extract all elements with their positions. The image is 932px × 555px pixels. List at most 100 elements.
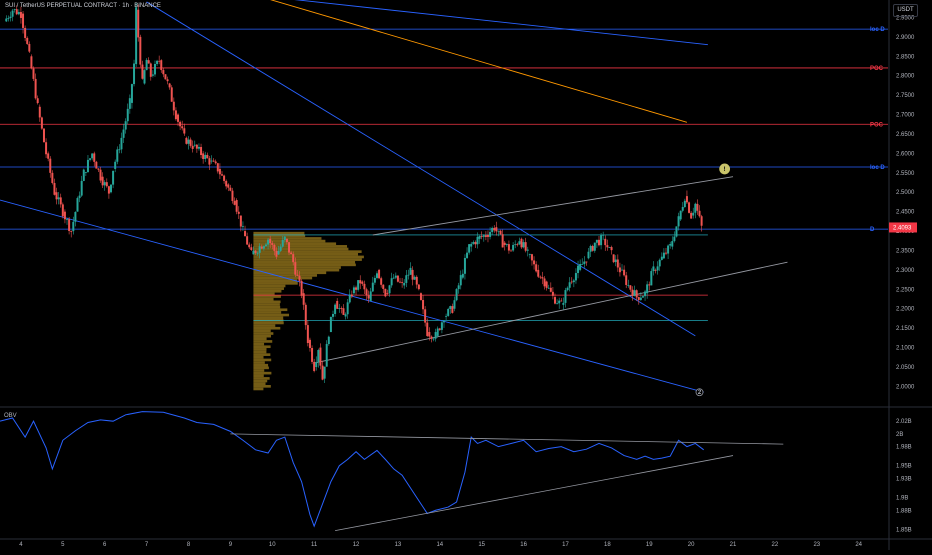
candle-body [99, 169, 102, 181]
volume-profile-bar [253, 297, 274, 301]
candle-body [271, 243, 274, 245]
current-price-tag [889, 222, 917, 233]
candle-body [593, 242, 596, 251]
candle-body [91, 153, 94, 159]
candle-body [147, 60, 150, 64]
price-tick-label: 2.0000 [896, 384, 915, 390]
candle-body [103, 182, 106, 186]
candle-body [317, 350, 320, 363]
candle-body [514, 244, 517, 246]
channel-lower [314, 261, 788, 364]
candle-body [530, 254, 533, 261]
candle-body [156, 60, 159, 65]
candle-body [581, 263, 584, 265]
candle-body [13, 9, 16, 10]
candle-body [426, 322, 429, 336]
candle-body [623, 269, 626, 276]
candle-body [459, 275, 462, 286]
candle-body [625, 275, 628, 285]
candle-body [61, 204, 64, 217]
candle-body [262, 246, 265, 249]
candle-body [388, 285, 391, 294]
candle-body [512, 244, 515, 251]
candle-body [277, 250, 280, 255]
currency-badge[interactable]: USDT [893, 4, 918, 17]
time-tick-label: 18 [604, 542, 611, 548]
candle-body [516, 244, 519, 246]
candle-body [290, 252, 293, 255]
candle-body [30, 56, 33, 69]
volume-profile-bar [253, 342, 265, 346]
obv-tick-label: 1.88B [896, 508, 912, 514]
candle-body [22, 13, 25, 28]
candle-body [447, 308, 450, 316]
candle-body [537, 269, 540, 277]
current-price-label: 2.4093 [893, 225, 912, 231]
candle-body [585, 261, 588, 263]
time-tick-label: 8 [187, 542, 191, 548]
candle-body [394, 275, 397, 278]
candle-body [604, 238, 607, 246]
candle-body [688, 202, 691, 213]
candle-body [627, 284, 630, 286]
volume-profile-bar [253, 255, 364, 259]
candle-body [564, 290, 567, 303]
candle-body [618, 267, 621, 273]
candle-body [218, 168, 221, 175]
candle-body [172, 101, 175, 111]
candle-body [281, 239, 284, 247]
volume-profile-bar [253, 371, 272, 375]
candle-body [334, 304, 337, 314]
candle-body [660, 256, 663, 260]
candle-body [572, 280, 575, 283]
candle-body [495, 227, 498, 232]
volume-profile-bar [253, 247, 349, 251]
candle-body [42, 128, 45, 143]
candle-body [401, 282, 404, 283]
time-tick-label: 14 [436, 542, 443, 548]
candle-body [66, 219, 69, 220]
candle-body [216, 163, 219, 172]
candle-body [482, 235, 485, 237]
candle-body [112, 170, 115, 185]
candle-body [466, 252, 469, 258]
volume-profile-bar [253, 284, 286, 288]
candle-body [373, 277, 376, 283]
candle-body [214, 161, 217, 164]
candle-body [342, 308, 345, 315]
candle-body [164, 74, 167, 80]
candle-body [7, 18, 10, 19]
candle-body [698, 210, 701, 217]
level-label: POC [870, 66, 884, 72]
candle-body [541, 277, 544, 279]
candle-body [233, 200, 236, 205]
candle-body [235, 200, 238, 212]
candle-body [17, 12, 20, 15]
candle-body [74, 211, 77, 222]
candle-body [493, 227, 496, 231]
candle-body [671, 241, 674, 247]
level-label: D [870, 227, 875, 233]
trendline-down-1 [146, 1, 696, 337]
volume-profile-bar [253, 308, 288, 312]
marker-label: 2 [698, 390, 702, 396]
volume-profile-bar [253, 279, 298, 283]
candle-body [275, 250, 278, 257]
price-tick-label: 2.5500 [896, 171, 915, 177]
candle-body [667, 245, 670, 254]
candle-body [566, 287, 569, 291]
candle-body [470, 243, 473, 247]
volume-profile [253, 231, 364, 391]
candle-body [486, 234, 489, 237]
candle-body [95, 161, 98, 169]
candle-body [267, 239, 270, 245]
marker-label: ! [724, 167, 726, 173]
volume-profile-bar [253, 350, 267, 354]
candle-body [246, 236, 249, 245]
time-tick-label: 22 [772, 542, 779, 548]
candle-body [591, 245, 594, 251]
candle-body [143, 70, 146, 84]
candle-body [533, 260, 536, 265]
